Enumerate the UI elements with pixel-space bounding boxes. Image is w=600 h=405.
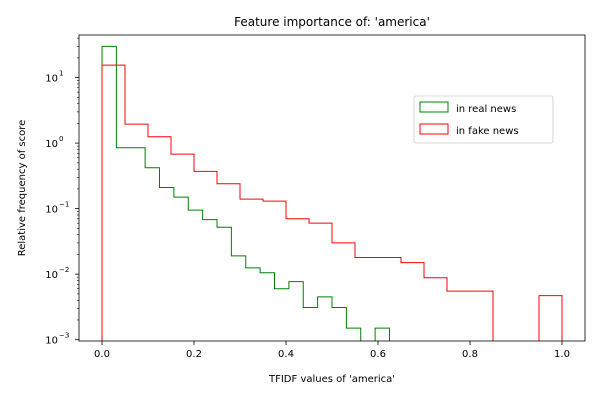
y-tick-exponent: −3 bbox=[59, 332, 69, 340]
x-tick-label: 0.0 bbox=[94, 349, 110, 360]
y-axis-label: Relative frequency of score bbox=[17, 120, 28, 257]
y-tick-exponent: −1 bbox=[59, 201, 69, 209]
legend-swatch-fake-news bbox=[419, 123, 449, 135]
y-tick-label: 10 bbox=[45, 205, 58, 216]
y-tick-exponent: 1 bbox=[59, 70, 63, 78]
x-axis-label: TFIDF values of 'america' bbox=[268, 374, 395, 385]
series-layer bbox=[101, 45, 563, 341]
chart-title: Feature importance of: 'america' bbox=[234, 15, 430, 29]
series-line-1 bbox=[101, 64, 563, 341]
series-line-0 bbox=[101, 45, 390, 341]
y-tick-exponent: −2 bbox=[59, 266, 69, 274]
x-tick-label: 1.0 bbox=[554, 349, 570, 360]
x-tick-label: 0.8 bbox=[462, 349, 478, 360]
legend: in real news in fake news bbox=[413, 95, 554, 144]
y-tick-exponent: 0 bbox=[59, 135, 63, 143]
y-tick-label: 10 bbox=[45, 336, 58, 347]
y-tick-label: 10 bbox=[45, 74, 58, 85]
y-tick-label: 10 bbox=[45, 270, 58, 281]
legend-frame bbox=[413, 95, 554, 144]
plot-frame bbox=[78, 34, 586, 342]
x-tick-label: 0.2 bbox=[186, 349, 202, 360]
legend-label-real-news: in real news bbox=[456, 104, 516, 115]
x-axis-ticks: 0.0 0.2 0.4 0.6 0.8 1.0 bbox=[94, 341, 570, 360]
y-tick-label: 10 bbox=[45, 139, 58, 150]
x-tick-label: 0.4 bbox=[278, 349, 294, 360]
legend-label-fake-news: in fake news bbox=[456, 126, 519, 137]
legend-swatch-real-news bbox=[419, 101, 449, 113]
x-tick-label: 0.6 bbox=[370, 349, 386, 360]
